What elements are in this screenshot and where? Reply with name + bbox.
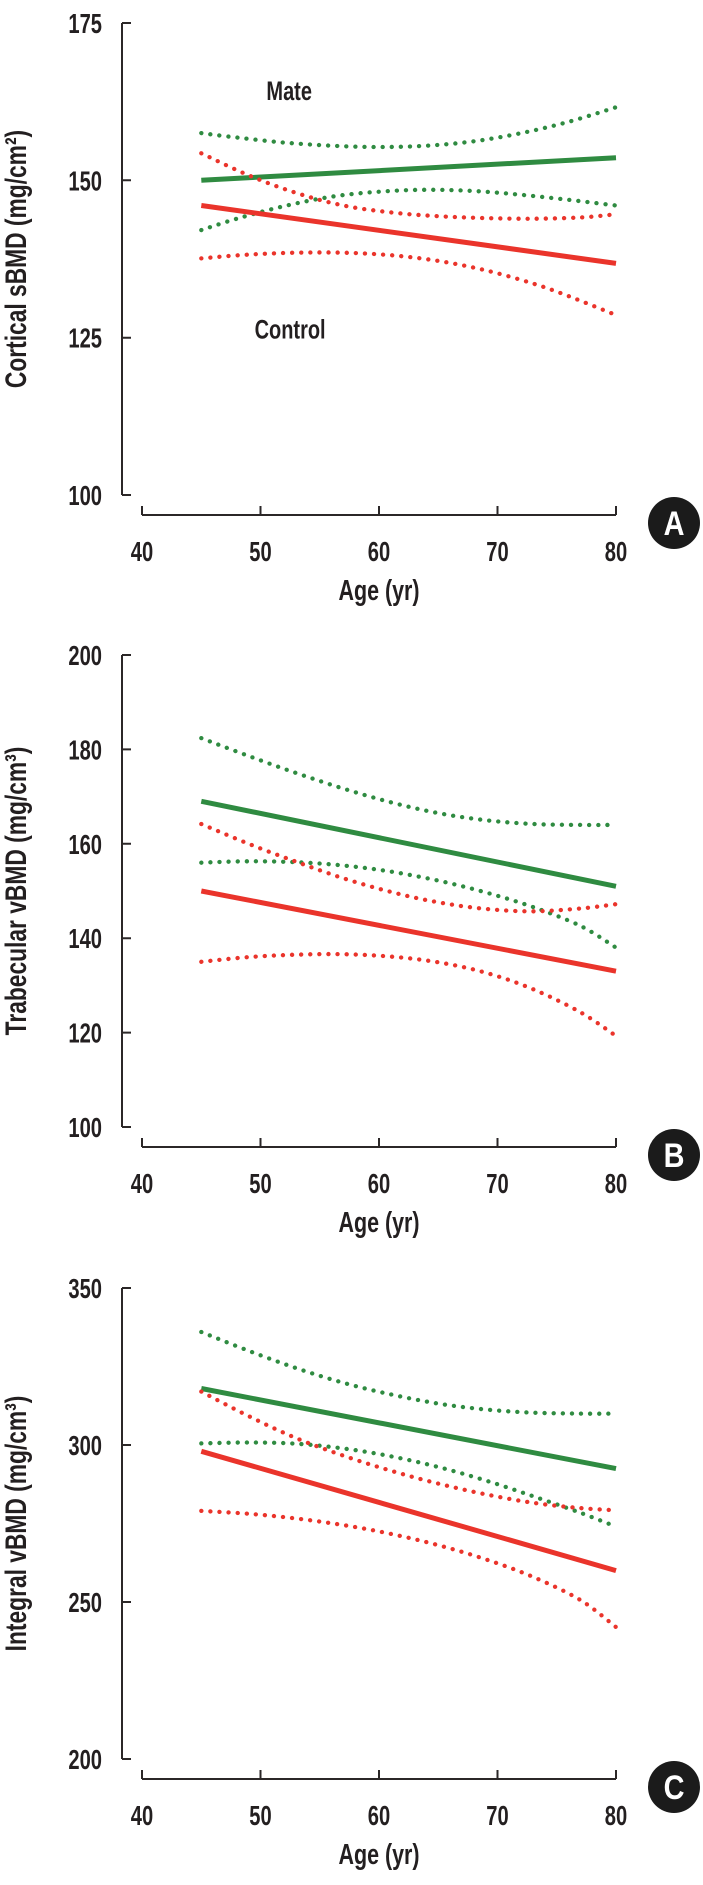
series-mate-lower-ci (199, 1440, 619, 1529)
x-tick-label: 50 (249, 1169, 271, 1200)
y-tick-label: 100 (68, 1113, 102, 1144)
y-axis (121, 654, 131, 1128)
y-axis-title: Trabecular vBMD (mg/cm³) (0, 747, 33, 1036)
annotation-control: Control (255, 314, 326, 345)
chart-panel-b: 200 180 160 140 120 100 40 50 60 70 80 Age (yr) Trab… (0, 630, 703, 1260)
x-tick-label: 40 (131, 537, 153, 568)
x-tick-label: 80 (605, 1801, 627, 1832)
series-control-mean (200, 1448, 617, 1574)
chart-c-canvas: 350 300 250 200 40 50 60 70 80 Age (yr) Integral v… (0, 1274, 700, 1871)
series-control-lower-ci (199, 1508, 619, 1630)
y-axis (121, 1287, 131, 1760)
series-mate-upper-ci (199, 105, 619, 150)
y-axis-title: Integral vBMD (mg/cm³) (0, 1396, 33, 1652)
y-tick-label: 350 (68, 1274, 102, 1305)
x-tick-label: 70 (486, 1801, 508, 1832)
x-axis (141, 1770, 617, 1780)
x-tick-label: 50 (249, 1801, 271, 1832)
chart-panel-a: 175 150 125 100 40 50 60 70 80 Age (yr) Cortical s… (0, 0, 703, 630)
panel-badge (648, 497, 700, 549)
series-mate-mean (200, 1386, 617, 1472)
series-control-mean (200, 888, 617, 974)
x-tick-label: 70 (486, 1169, 508, 1200)
x-tick-label: 60 (368, 1801, 390, 1832)
series-control-lower-ci (199, 951, 619, 1039)
chart-panel-c: 350 300 250 200 40 50 60 70 80 Age (yr) Integral v… (0, 1260, 703, 1885)
x-tick-label: 60 (368, 537, 390, 568)
series-control-upper-ci (199, 1389, 619, 1513)
x-tick-label: 80 (605, 537, 627, 568)
x-tick-label: 60 (368, 1169, 390, 1200)
x-axis (141, 1138, 617, 1148)
y-tick-label: 160 (68, 830, 102, 861)
x-axis-title: Age (yr) (338, 1207, 419, 1239)
y-tick-label: 140 (68, 924, 102, 955)
y-tick-label: 200 (68, 1745, 102, 1776)
panel-badge-label: A (664, 504, 685, 543)
series-control-upper-ci (199, 821, 619, 914)
y-tick-label: 200 (68, 641, 102, 672)
chart-a-canvas: 175 150 125 100 40 50 60 70 80 Age (yr) Cortical s… (0, 9, 700, 607)
x-tick-label: 40 (131, 1801, 153, 1832)
y-tick-label: 125 (68, 324, 102, 355)
panel-badge (648, 1761, 700, 1813)
x-axis-title: Age (yr) (338, 575, 419, 607)
panel-badge-label: B (664, 1136, 685, 1175)
series-mate-mean (200, 798, 617, 889)
series-control-lower-ci (199, 250, 619, 318)
y-axis (121, 22, 131, 496)
y-tick-label: 100 (68, 481, 102, 512)
series-mate-lower-ci (199, 859, 619, 950)
panel-badge (648, 1129, 700, 1181)
chart-b-canvas: 200 180 160 140 120 100 40 50 60 70 80 Age (yr) Trab… (0, 641, 700, 1239)
y-tick-label: 175 (68, 9, 102, 40)
y-axis-title: Cortical sBMD (mg/cm²) (0, 130, 33, 388)
x-axis (141, 506, 617, 516)
x-tick-label: 80 (605, 1169, 627, 1200)
y-tick-label: 120 (68, 1018, 102, 1049)
series-control-mean (200, 203, 617, 266)
y-tick-label: 250 (68, 1588, 102, 1619)
panel-badge-label: C (664, 1768, 685, 1807)
annotation-mate: Mate (266, 76, 312, 107)
x-axis-title: Age (yr) (338, 1839, 419, 1871)
series-mate-mean (201, 155, 617, 183)
y-tick-label: 150 (68, 166, 102, 197)
x-tick-label: 50 (249, 537, 271, 568)
x-tick-label: 40 (131, 1169, 153, 1200)
y-tick-label: 180 (68, 735, 102, 766)
series-mate-lower-ci (199, 187, 619, 233)
y-tick-label: 300 (68, 1431, 102, 1462)
x-tick-label: 70 (486, 537, 508, 568)
